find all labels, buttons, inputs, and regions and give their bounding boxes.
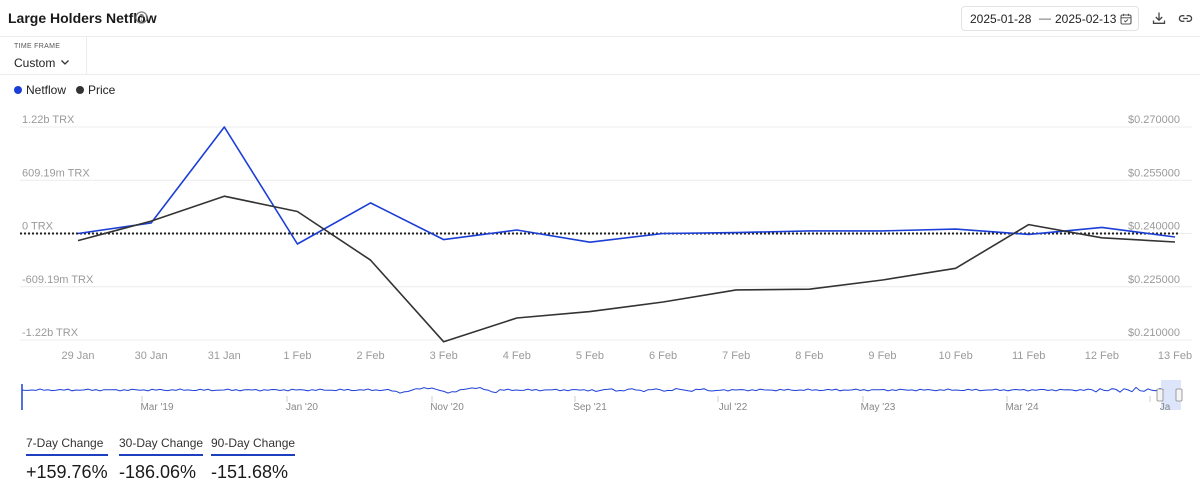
y-left-tick-label: -1.22b TRX	[22, 327, 79, 339]
legend-label-netflow: Netflow	[26, 83, 67, 97]
stat-label: 7-Day Change	[26, 436, 108, 456]
stat-value: +159.76%	[26, 462, 108, 482]
x-tick-label: 5 Feb	[576, 350, 604, 362]
x-tick-label: 30 Jan	[135, 350, 168, 362]
netflow-chart[interactable]: 1.22b TRX $0.270000 609.19m TRX $0.255000 0 …	[0, 110, 1200, 366]
stat-7-day[interactable]: 7-Day Change +159.76%	[26, 436, 108, 483]
header: Large Holders Netflow 2025-01-28 — 2025-…	[0, 0, 1200, 37]
y-right-tick-label: $0.225000	[1128, 274, 1180, 286]
navigator-label: Jul '22	[719, 402, 748, 413]
divider	[0, 74, 1200, 75]
x-tick-label: 12 Feb	[1085, 350, 1119, 362]
chevron-down-icon[interactable]	[60, 57, 70, 67]
calendar-icon[interactable]	[1120, 13, 1132, 25]
navigator-handle-left	[1156, 388, 1164, 402]
navigator-label: Sep '21	[573, 402, 607, 413]
page-title: Large Holders Netflow	[8, 10, 157, 26]
stat-90-day[interactable]: 90-Day Change -151.68%	[211, 436, 296, 483]
navigator-handle-right	[1175, 388, 1183, 402]
stat-label: 90-Day Change	[211, 436, 296, 456]
link-icon[interactable]	[1178, 11, 1193, 26]
x-tick-label: 6 Feb	[649, 350, 677, 362]
y-right-tick-label: $0.255000	[1128, 167, 1180, 179]
range-navigator[interactable]: Mar '19 Jan '20 Nov '20 Sep '21 Jul '22 May '…	[0, 376, 1200, 416]
date-range-picker[interactable]: 2025-01-28 — 2025-02-13	[961, 6, 1139, 31]
navigator-selection	[1161, 380, 1181, 410]
x-tick-label: 4 Feb	[503, 350, 531, 362]
y-right-tick-label: $0.210000	[1128, 327, 1180, 339]
y-right-tick-label: $0.270000	[1128, 114, 1180, 126]
series-line-netflow	[77, 126, 1176, 245]
x-tick-label: 10 Feb	[938, 350, 972, 362]
legend-swatch-price	[76, 86, 84, 94]
y-left-tick-label: 0 TRX	[22, 221, 54, 233]
navigator-label: Nov '20	[430, 402, 464, 413]
x-tick-label: 3 Feb	[430, 350, 458, 362]
timeframe-value[interactable]: Custom	[14, 56, 56, 70]
download-icon[interactable]	[1152, 11, 1166, 25]
date-separator: —	[1039, 11, 1051, 25]
x-tick-label: 11 Feb	[1012, 350, 1045, 362]
y-left-tick-label: -609.19m TRX	[22, 274, 94, 286]
x-tick-label: 2 Feb	[356, 350, 384, 362]
x-tick-label: 31 Jan	[208, 350, 241, 362]
legend-swatch-netflow	[14, 86, 22, 94]
navigator-label: Jan '20	[286, 402, 318, 413]
x-tick-label: 8 Feb	[795, 350, 823, 362]
navigator-label: Mar '19	[140, 402, 173, 413]
stat-value: -151.68%	[211, 462, 289, 482]
stat-30-day[interactable]: 30-Day Change -186.06%	[119, 436, 204, 483]
x-tick-label: 29 Jan	[61, 350, 94, 362]
navigator-series-line	[21, 386, 1165, 394]
series-line-price	[77, 195, 1176, 343]
x-tick-label: 9 Feb	[868, 350, 896, 362]
x-tick-label: 13 Feb	[1158, 350, 1192, 362]
help-circle-icon[interactable]	[135, 11, 148, 24]
y-left-tick-label: 609.19m TRX	[22, 167, 90, 179]
timeframe-selector[interactable]: TIME FRAME Custom	[0, 37, 87, 74]
navigator-label: Ja	[1160, 402, 1171, 413]
stat-value: -186.06%	[119, 462, 197, 482]
y-right-tick-label: $0.240000	[1128, 221, 1180, 233]
x-tick-label: 7 Feb	[722, 350, 750, 362]
y-left-tick-label: 1.22b TRX	[22, 114, 75, 126]
stat-label: 30-Day Change	[119, 436, 204, 456]
navigator-label: May '23	[861, 402, 896, 413]
navigator-label: Mar '24	[1005, 402, 1038, 413]
x-tick-label: 1 Feb	[283, 350, 311, 362]
timeframe-label: TIME FRAME	[14, 43, 61, 50]
date-end[interactable]: 2025-02-13	[1055, 12, 1117, 26]
legend-label-price: Price	[88, 83, 116, 97]
date-start[interactable]: 2025-01-28	[970, 12, 1032, 26]
